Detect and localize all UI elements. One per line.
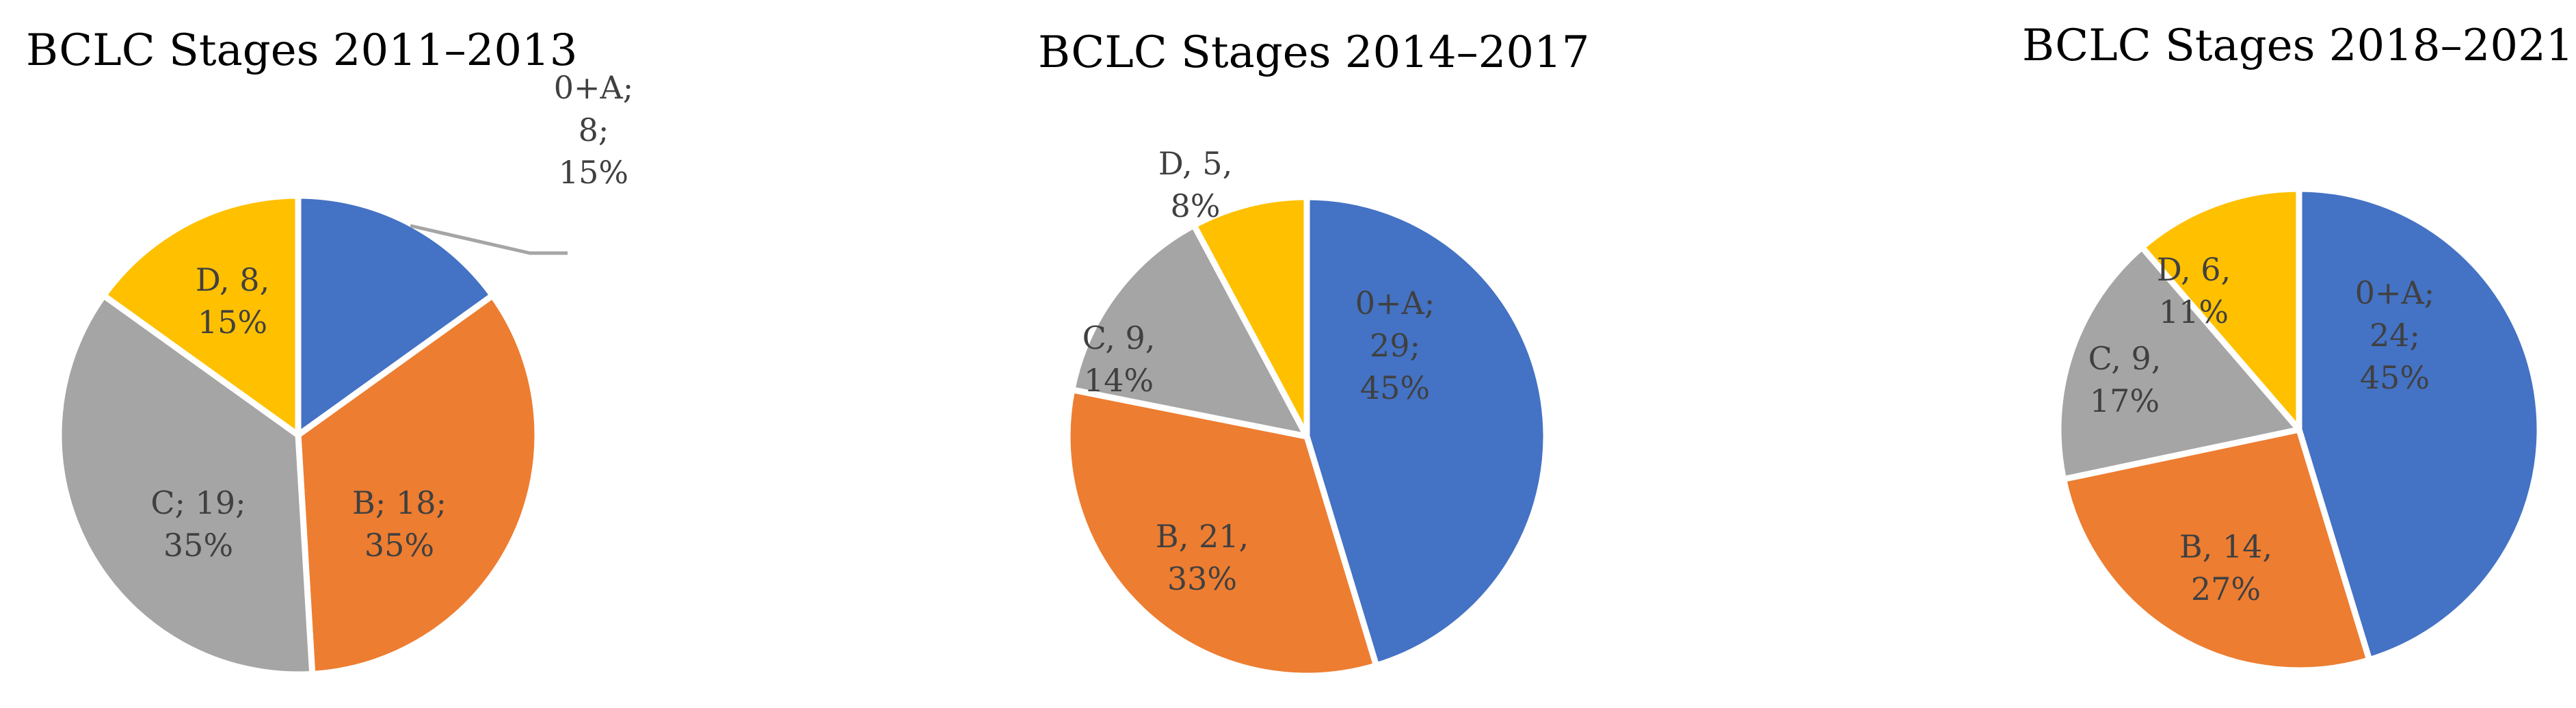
data-label-b: B, 14, 27% <box>2179 528 2272 607</box>
data-label-0-a: 0+A; 24; 45% <box>2355 274 2435 396</box>
pie-slice-0-a <box>295 192 496 438</box>
chart-title: BCLC Stages 2018–2021 <box>2022 21 2574 71</box>
data-label-line: 15% <box>559 154 628 191</box>
pie-slice-0-a <box>2296 185 2543 664</box>
data-label-line: 33% <box>1167 560 1237 597</box>
data-label-line: 35% <box>364 527 434 564</box>
data-label-line: B, 21, <box>1156 518 1249 555</box>
data-label-line: 0+A; <box>2355 274 2435 311</box>
data-label-line: 29; <box>1370 327 1420 364</box>
pie-slice-c <box>55 292 316 678</box>
chart-title: BCLC Stages 2014–2017 <box>1038 27 1590 78</box>
data-label-line: 8% <box>1171 187 1221 224</box>
pie-slice-b <box>2060 426 2373 674</box>
data-label-c: C; 19; 35% <box>150 484 245 564</box>
data-label-line: B; 18; <box>352 484 447 521</box>
pie-chart-plot: 0+A; 24; 45% B, 14, 27% C, 9, 17% D, 6, 11% <box>2055 185 2543 674</box>
data-label-d: D, 8, 15% <box>196 261 269 341</box>
data-label-line: 0+A; <box>554 69 634 106</box>
pie-slice-c <box>1069 222 1310 440</box>
data-label-line: D, 6, <box>2157 251 2231 288</box>
data-label-line: C, 9, <box>1083 319 1156 356</box>
data-label-line: 35% <box>163 527 233 564</box>
data-label-0-a: 0+A; 8; 15% <box>554 69 634 191</box>
data-label-line: 45% <box>1360 369 1430 406</box>
pie-slice-d <box>101 192 302 438</box>
pie-chart-2011-2013: BCLC Stages 2011–2013 0+A; 8; 15% B; 18; 35%… <box>0 0 858 708</box>
data-label-b: B; 18; 35% <box>352 484 447 564</box>
data-label-0-a: 0+A; 29; 45% <box>1355 285 1435 406</box>
data-label-d: D, 5, 8% <box>1158 145 1232 224</box>
data-label-d: D, 6, 11% <box>2157 251 2231 330</box>
data-label-line: D, 5, <box>1158 145 1232 182</box>
pie-slice-b <box>295 292 541 677</box>
data-label-line: 27% <box>2191 571 2261 607</box>
chart-title: BCLC Stages 2011–2013 <box>26 25 578 76</box>
pie-chart-plot: 0+A; 29; 45% B, 21, 33% C, 9, 14% D, 5, 8% <box>1064 145 1550 679</box>
data-label-line: 0+A; <box>1355 285 1435 322</box>
data-label-c: C, 9, 17% <box>2088 340 2162 419</box>
data-label-b: B, 21, 33% <box>1156 518 1249 597</box>
data-label-line: 11% <box>2159 293 2229 330</box>
data-label-line: 45% <box>2360 359 2430 396</box>
pie-slice-b <box>1064 386 1380 679</box>
data-label-line: 15% <box>198 304 267 341</box>
data-label-line: 17% <box>2090 382 2160 419</box>
pie-chart-2018-2021: BCLC Stages 2018–2021 0+A; 24; 45% B, 14, 27… <box>1716 0 2576 708</box>
data-label-line: 24; <box>2369 317 2420 354</box>
pie-slice-d <box>1191 194 1310 440</box>
pie-slice-0-a <box>1303 194 1550 669</box>
pie-chart-2014-2017: BCLC Stages 2014–2017 0+A; 29; 45% B, 21, 33… <box>858 0 1716 708</box>
data-label-line: 14% <box>1084 362 1154 399</box>
pie-slice-d <box>2138 185 2302 433</box>
data-label-c: C, 9, 14% <box>1083 319 1156 399</box>
pie-slice-c <box>2055 244 2302 483</box>
data-label-line: B, 14, <box>2179 528 2272 565</box>
data-label-line: 8; <box>579 112 609 148</box>
label-leader-line <box>410 224 568 255</box>
data-label-line: C; 19; <box>150 484 245 521</box>
data-label-line: C, 9, <box>2088 340 2162 377</box>
pie-chart-plot: 0+A; 8; 15% B; 18; 35% C; 19; 35% D, 8, 15% <box>55 69 634 678</box>
data-label-line: D, 8, <box>196 261 269 298</box>
